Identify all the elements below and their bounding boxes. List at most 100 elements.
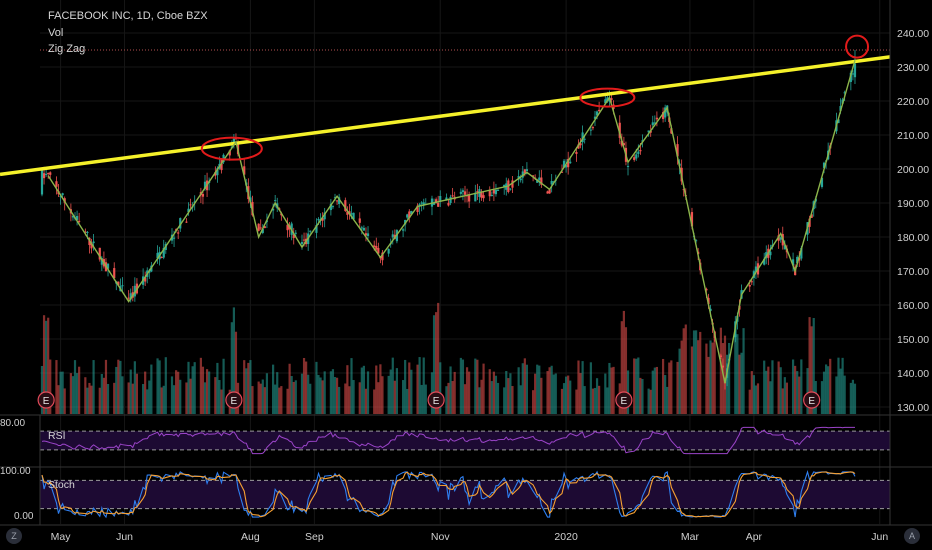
candle-body: [560, 171, 564, 173]
candle-body: [548, 189, 551, 194]
volume-bar: [401, 380, 405, 414]
candle-body: [272, 208, 275, 211]
volume-bar: [738, 354, 741, 414]
volume-bar: [839, 368, 842, 414]
price-tick-label: 220.00: [897, 96, 929, 108]
stoch-scale-top: 100.00: [0, 466, 31, 477]
volume-bar: [728, 342, 731, 414]
candle-body: [651, 122, 654, 126]
volume-bar: [637, 357, 640, 414]
candle-body: [779, 237, 782, 240]
volume-bar: [71, 376, 75, 414]
volume-bar: [135, 373, 139, 414]
stoch-pane-label[interactable]: Stoch: [48, 479, 75, 491]
symbol-title[interactable]: FACEBOOK INC, 1D, Cboe BZX: [48, 10, 208, 22]
candle-body: [387, 248, 390, 254]
volume-bar: [723, 335, 727, 414]
volume-bar: [492, 371, 495, 414]
volume-bar: [387, 375, 390, 414]
volume-indicator-label[interactable]: Vol: [48, 26, 64, 39]
volume-bar: [595, 378, 599, 414]
candle-body: [661, 112, 665, 119]
volume-bar: [546, 371, 549, 414]
volume-bar: [531, 390, 535, 414]
volume-bar: [719, 327, 722, 414]
candle-body: [243, 166, 246, 175]
candle-body: [300, 242, 304, 244]
candle-body: [519, 178, 522, 181]
candle-body: [748, 284, 751, 287]
volume-bar: [494, 375, 498, 414]
zigzag-line: [47, 60, 856, 384]
candle-body: [344, 200, 347, 211]
candle-body: [622, 143, 625, 146]
volume-bar: [633, 358, 636, 414]
volume-bar: [375, 365, 378, 414]
volume-bar: [302, 357, 306, 414]
candle-body: [432, 202, 436, 205]
candle-body: [203, 181, 207, 189]
candle-body: [490, 194, 493, 197]
candle-body: [476, 191, 479, 193]
stoch-d-line: [41, 471, 856, 518]
candle-body: [705, 288, 708, 291]
candle-body: [100, 258, 103, 265]
volume-bar: [822, 371, 826, 414]
volume-bar: [243, 360, 246, 414]
volume-bar: [127, 382, 130, 414]
volume-bar: [40, 365, 44, 414]
candle-body: [71, 215, 75, 218]
volume-bar: [439, 362, 442, 414]
volume-bar: [435, 312, 438, 414]
volume-bar: [45, 320, 48, 414]
volume-bar: [288, 363, 291, 414]
volume-bar: [713, 331, 716, 414]
volume-bar: [373, 389, 376, 414]
zoom-toggle-button[interactable]: Z: [6, 528, 22, 544]
price-tick-label: 210.00: [897, 130, 929, 142]
volume-bar: [721, 343, 725, 414]
candle-body: [61, 193, 64, 196]
rsi-scale-value: 80.00: [0, 418, 26, 429]
volume-bar: [709, 340, 712, 414]
volume-bar: [750, 371, 753, 414]
candle-body: [84, 231, 87, 233]
candle-body: [538, 177, 541, 181]
volume-bar: [742, 328, 745, 414]
volume-bar: [478, 387, 481, 414]
volume-bar: [286, 388, 289, 414]
auto-scale-button[interactable]: A: [904, 528, 920, 544]
volume-bar: [300, 373, 304, 414]
candle-body: [820, 177, 824, 187]
candle-body: [562, 160, 566, 168]
time-tick-label: Mar: [681, 531, 700, 543]
candle-body: [546, 191, 549, 194]
volume-bar: [323, 371, 326, 414]
volume-bar: [647, 388, 650, 414]
volume-bar: [280, 386, 283, 414]
volume-bar: [591, 388, 595, 414]
candle-body: [639, 149, 642, 152]
earnings-marker-label: E: [43, 396, 50, 407]
volume-bar: [748, 389, 751, 414]
volume-bar: [346, 365, 349, 414]
price-tick-label: 240.00: [897, 28, 929, 40]
candle-body: [565, 164, 568, 168]
candle-body: [422, 202, 425, 206]
rsi-pane-label[interactable]: RSI: [48, 430, 66, 442]
volume-bar: [437, 302, 440, 414]
zigzag-indicator-label[interactable]: Zig Zag: [48, 43, 86, 55]
candle-body: [750, 281, 753, 283]
candle-body: [331, 206, 335, 208]
volume-bar: [416, 364, 419, 414]
volume-bar: [849, 382, 852, 414]
volume-bar: [75, 373, 79, 414]
volume-bar: [785, 382, 788, 414]
volume-bar: [410, 369, 413, 414]
candle-body: [849, 72, 852, 82]
volume-bar: [391, 357, 394, 414]
candle-body: [637, 151, 640, 154]
candle-body: [117, 281, 120, 286]
candle-body: [676, 144, 679, 157]
